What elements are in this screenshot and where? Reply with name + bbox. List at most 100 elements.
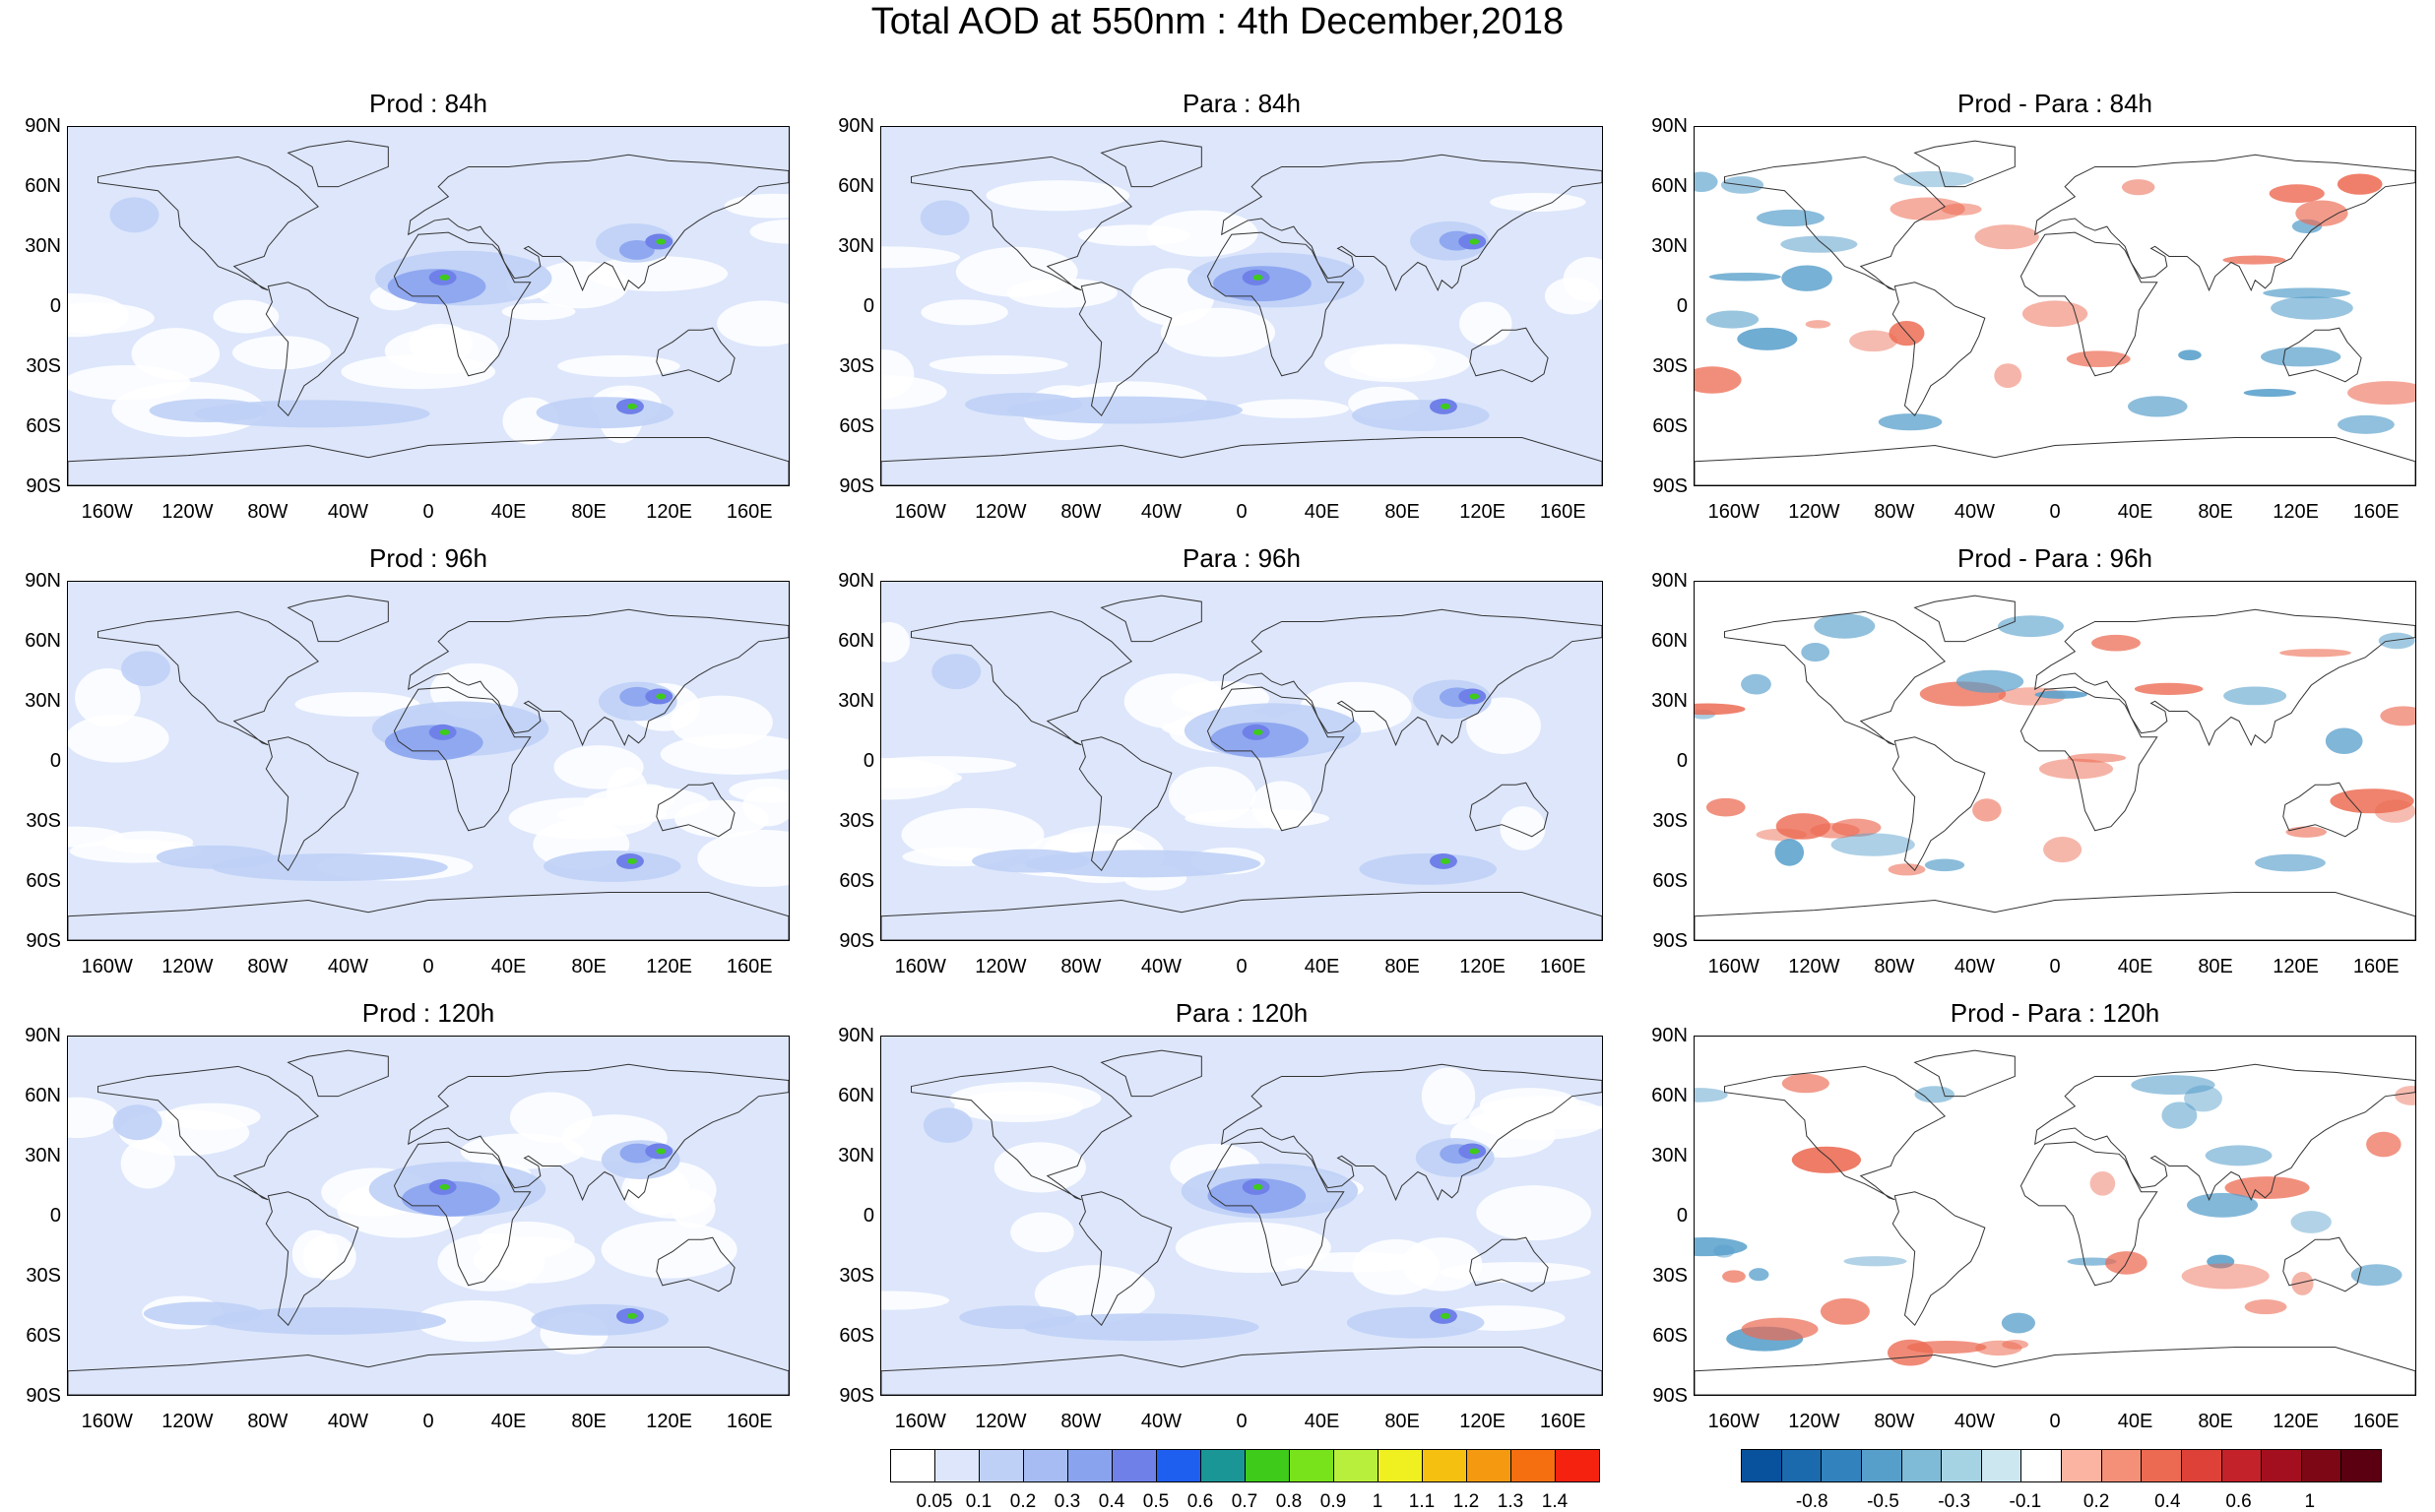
longitude-tick-label: 80E bbox=[1384, 501, 1420, 523]
negative-difference-patch bbox=[1774, 839, 1805, 866]
negative-difference-patch bbox=[1705, 310, 1760, 329]
negative-difference-patch bbox=[1893, 170, 1974, 188]
positive-difference-patch bbox=[2222, 255, 2286, 265]
colorbar-swatch bbox=[1821, 1449, 1862, 1482]
latitude-tick-label: 30N bbox=[1651, 690, 1688, 712]
coastline bbox=[2282, 782, 2362, 838]
negative-difference-patch bbox=[2178, 349, 2202, 361]
aod-hotspot bbox=[656, 693, 667, 700]
longitude-tick-label: 160W bbox=[894, 501, 946, 523]
negative-difference-patch bbox=[2350, 1264, 2403, 1287]
latitude-tick-label: 30N bbox=[25, 1145, 61, 1166]
coastline bbox=[1469, 327, 1549, 383]
positive-difference-patch bbox=[2366, 1131, 2402, 1158]
colorbar-swatch bbox=[1023, 1449, 1068, 1482]
coastline bbox=[911, 156, 1132, 291]
map-panel: Prod : 120h 90N 60N 30N 0 30S 60S 90S 160W 120W 80… bbox=[25, 998, 790, 1471]
longitude-tick-label: 40E bbox=[2117, 956, 2153, 977]
panel-title: Prod : 120h bbox=[361, 998, 495, 1028]
aod-low-patch bbox=[1349, 344, 1437, 379]
aod-low-patch bbox=[1544, 277, 1600, 315]
colorbar-swatch bbox=[1067, 1449, 1113, 1482]
longitude-tick-label: 80E bbox=[571, 501, 607, 523]
aod-low-patch bbox=[557, 354, 680, 378]
latitude-tick-label: 30N bbox=[1651, 1145, 1688, 1166]
negative-difference-patch bbox=[1830, 833, 1915, 856]
coastline bbox=[1695, 1346, 2415, 1395]
aod-plume bbox=[387, 269, 486, 304]
aod-plume bbox=[112, 1104, 162, 1141]
coastline bbox=[1206, 1141, 1345, 1287]
colorbar-tick-label: 0.4 bbox=[2154, 1491, 2181, 1512]
longitude-tick-label: 120E bbox=[1459, 956, 1506, 977]
coastline bbox=[408, 154, 789, 292]
latitude-tick-label: 0 bbox=[49, 750, 61, 772]
positive-difference-patch bbox=[2043, 837, 2083, 863]
longitude-tick-label: 160W bbox=[1707, 501, 1760, 523]
map-panel: Para : 84h 90N 60N 30N 0 30S 60S 90S 160W 120W 80W… bbox=[838, 89, 1603, 561]
positive-difference-patch bbox=[1722, 1270, 1746, 1284]
aod-hotspot bbox=[656, 1148, 667, 1155]
negative-difference-patch bbox=[1741, 673, 1771, 695]
negative-difference-patch bbox=[1695, 1088, 1728, 1102]
longitude-tick-label: 160E bbox=[726, 956, 773, 977]
coastline bbox=[1913, 595, 2016, 643]
negative-difference-patch bbox=[1737, 327, 1798, 350]
longitude-tick-label: 120W bbox=[1788, 956, 1840, 977]
colorbar-swatch bbox=[2020, 1449, 2062, 1482]
negative-difference-patch bbox=[2378, 632, 2415, 650]
aod-low-patch bbox=[553, 745, 644, 789]
coastline bbox=[1724, 156, 1946, 291]
aod-plume bbox=[402, 1180, 500, 1217]
aod-low-patch bbox=[881, 756, 1017, 774]
coastline bbox=[2019, 1141, 2158, 1287]
coastline bbox=[2019, 231, 2158, 377]
coastline bbox=[393, 1141, 532, 1287]
latitude-tick-label: 30S bbox=[1652, 1265, 1688, 1287]
positive-difference-patch bbox=[1810, 823, 1860, 839]
positive-difference-patch bbox=[2374, 799, 2415, 823]
positive-difference-patch bbox=[1972, 798, 2002, 822]
longitude-tick-label: 80W bbox=[1874, 501, 1915, 523]
negative-difference-patch bbox=[2261, 346, 2341, 367]
aod-plume bbox=[121, 651, 170, 687]
positive-difference-patch bbox=[1888, 863, 1926, 876]
aod-plume bbox=[384, 724, 483, 761]
coastline bbox=[1078, 1191, 1173, 1327]
coastline bbox=[881, 436, 1602, 485]
latitude-tick-label: 0 bbox=[49, 295, 61, 317]
latitude-tick-label: 30N bbox=[838, 1145, 874, 1166]
longitude-tick-label: 120W bbox=[1788, 1411, 1840, 1432]
aod-low-patch bbox=[478, 1221, 575, 1259]
colorbar-swatch bbox=[934, 1449, 980, 1482]
positive-difference-patch bbox=[2295, 200, 2348, 226]
aod-hotspot bbox=[1252, 274, 1263, 281]
aod-plume bbox=[920, 200, 970, 236]
colorbar-swatch bbox=[2300, 1449, 2342, 1482]
longitude-tick-label: 120W bbox=[161, 956, 214, 977]
latitude-tick-label: 30S bbox=[26, 1265, 61, 1287]
coastline bbox=[408, 608, 789, 747]
latitude-tick-label: 60N bbox=[838, 1085, 874, 1106]
longitude-tick-label: 0 bbox=[1236, 956, 1248, 977]
positive-difference-patch bbox=[2285, 826, 2327, 838]
longitude-tick-label: 80W bbox=[1060, 1411, 1102, 1432]
latitude-tick-label: 90S bbox=[26, 930, 61, 952]
map-panel: Prod - Para : 84h 90N 60N 30N 0 30S 60S 90S 160W… bbox=[1651, 89, 2416, 561]
latitude-tick-label: 0 bbox=[49, 1205, 61, 1227]
colorbar-swatch bbox=[2180, 1449, 2222, 1482]
longitude-tick-label: 160E bbox=[2352, 501, 2400, 523]
aod-plume bbox=[1023, 1313, 1259, 1342]
latitude-tick-label: 30S bbox=[839, 810, 874, 832]
longitude-tick-label: 160E bbox=[726, 501, 773, 523]
longitude-tick-label: 0 bbox=[1236, 501, 1248, 523]
coastline bbox=[1724, 610, 1946, 746]
longitude-tick-label: 0 bbox=[2049, 501, 2061, 523]
negative-difference-patch bbox=[2255, 853, 2326, 872]
negative-difference-patch bbox=[2034, 690, 2087, 699]
longitude-tick-label: 40W bbox=[1954, 956, 1995, 977]
map-panel: Para : 96h 90N 60N 30N 0 30S 60S 90S 160W 120W 80W… bbox=[838, 543, 1603, 1016]
colorbar-swatch bbox=[1466, 1449, 1511, 1482]
colorbar-swatch bbox=[1200, 1449, 1246, 1482]
negative-difference-patch bbox=[2271, 296, 2353, 320]
